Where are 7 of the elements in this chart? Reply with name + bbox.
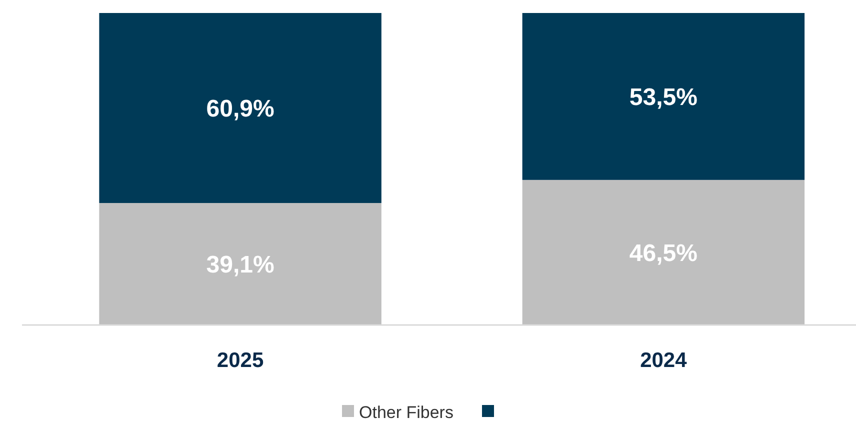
legend-label: Other Fibers: [359, 402, 454, 422]
data-label: 53,5%: [629, 84, 698, 111]
x-tick-label: 2025: [216, 349, 264, 372]
data-label: 60,9%: [206, 95, 274, 122]
x-tick-label: 2024: [640, 349, 688, 372]
data-label: 46,5%: [629, 240, 698, 267]
data-label: 39,1%: [206, 251, 274, 278]
